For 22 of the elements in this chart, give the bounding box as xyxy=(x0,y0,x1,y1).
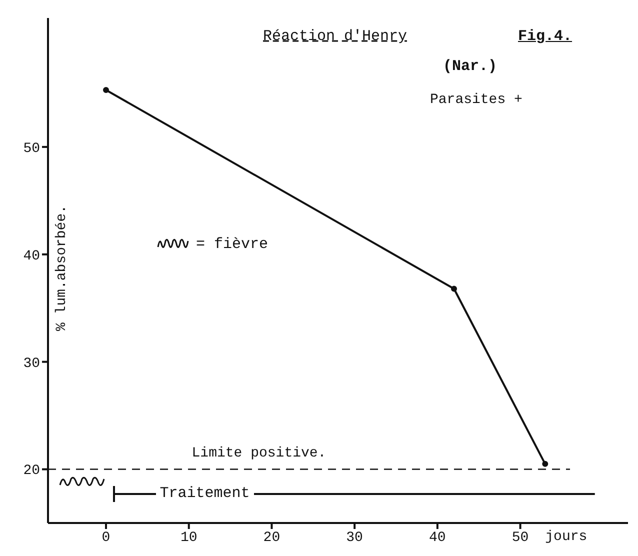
x-tick-label: 30 xyxy=(346,530,363,546)
text: (Nar.) xyxy=(443,58,498,75)
annotation: Fig.4. xyxy=(518,28,572,45)
point xyxy=(542,460,548,467)
series-label: Traitement xyxy=(156,484,254,504)
y-axis-title: % lum.absorbée. xyxy=(54,204,70,332)
text: Réaction d'Henry xyxy=(263,28,408,45)
x-tick-label: 50 xyxy=(512,530,529,546)
x-tick-label: 40 xyxy=(429,530,446,546)
ref-line-label: Limite positive. xyxy=(192,445,326,462)
annotation: = fièvre xyxy=(196,236,268,253)
x-tick-label: 10 xyxy=(180,530,198,546)
annotation: Parasites + xyxy=(430,92,522,108)
point xyxy=(103,86,109,93)
y-tick-label: 30 xyxy=(23,356,40,372)
x-tick-label: 20 xyxy=(263,530,280,546)
y-tick-label: 50 xyxy=(23,140,40,157)
x-axis-title: jours xyxy=(545,529,588,545)
y-tick-label: 20 xyxy=(23,463,40,480)
y-tick-label: 40 xyxy=(23,248,40,264)
x-tick-label: 0 xyxy=(102,530,110,546)
point xyxy=(451,286,457,292)
